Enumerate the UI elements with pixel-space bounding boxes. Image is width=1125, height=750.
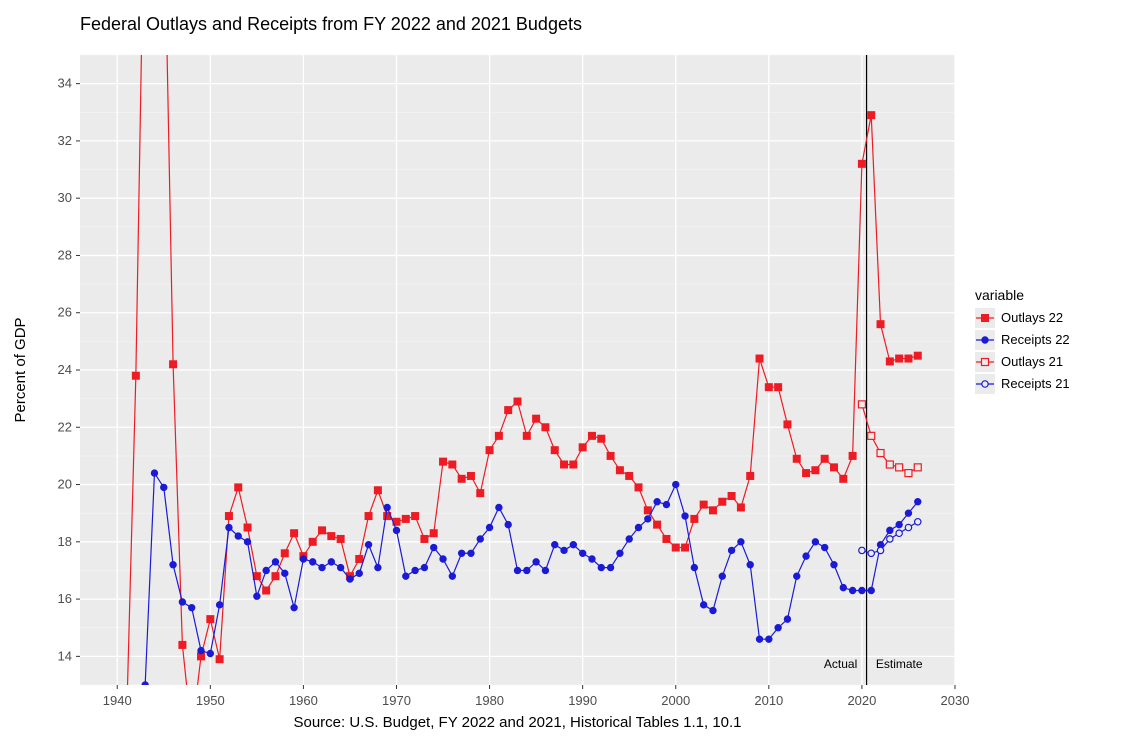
y-tick-label: 22 — [58, 419, 72, 434]
chart-title: Federal Outlays and Receipts from FY 202… — [80, 14, 582, 34]
y-tick-label: 34 — [58, 76, 72, 91]
y-tick-label: 28 — [58, 247, 72, 262]
x-tick-label: 1960 — [289, 693, 318, 708]
y-tick-label: 30 — [58, 190, 72, 205]
chart-container: 1940195019601970198019902000201020202030… — [0, 0, 1125, 750]
x-tick-label: 2010 — [754, 693, 783, 708]
y-tick-label: 16 — [58, 591, 72, 606]
chart-subtitle: Source: U.S. Budget, FY 2022 and 2021, H… — [293, 714, 741, 731]
y-axis-title: Percent of GDP — [12, 317, 29, 422]
annotation-estimate: Estimate — [876, 657, 923, 671]
chart-svg: 1940195019601970198019902000201020202030… — [0, 0, 1125, 750]
y-tick-label: 20 — [58, 477, 72, 492]
x-tick-label: 2020 — [847, 693, 876, 708]
x-tick-label: 1990 — [568, 693, 597, 708]
y-tick-label: 24 — [58, 362, 72, 377]
legend-item-label: Receipts 21 — [1001, 376, 1070, 391]
annotation-actual: Actual — [824, 657, 857, 671]
x-tick-label: 1940 — [103, 693, 132, 708]
y-tick-label: 26 — [58, 305, 72, 320]
x-tick-label: 1950 — [196, 693, 225, 708]
legend-item-label: Outlays 22 — [1001, 310, 1063, 325]
y-tick-label: 14 — [58, 648, 72, 663]
x-tick-label: 1970 — [382, 693, 411, 708]
y-tick-label: 18 — [58, 534, 72, 549]
legend-title: variable — [975, 287, 1024, 303]
x-tick-label: 1980 — [475, 693, 504, 708]
x-tick-label: 2030 — [941, 693, 970, 708]
x-tick-label: 2000 — [661, 693, 690, 708]
y-tick-label: 32 — [58, 133, 72, 148]
legend-item-label: Outlays 21 — [1001, 354, 1063, 369]
legend-item-label: Receipts 22 — [1001, 332, 1070, 347]
